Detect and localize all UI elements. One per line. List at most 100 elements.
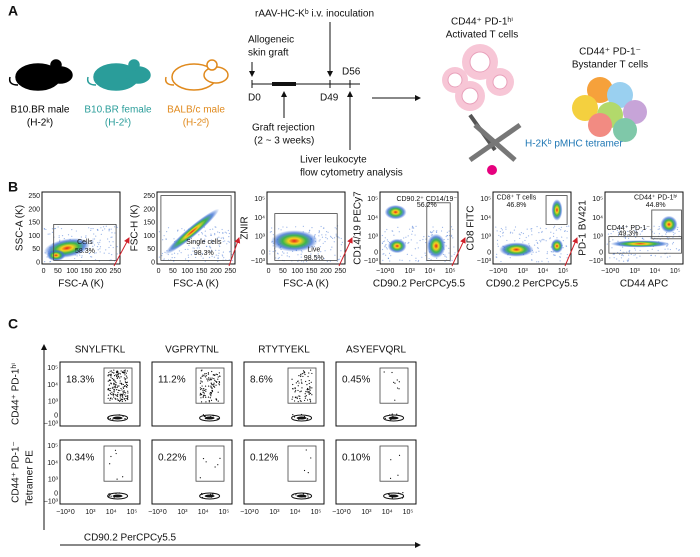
x-axis-label: CD44 APC bbox=[620, 279, 668, 290]
event-dot bbox=[272, 250, 274, 253]
event-dot bbox=[110, 373, 112, 375]
event-dot bbox=[203, 375, 205, 377]
gate-name: CD44⁺ PD-1⁻ bbox=[607, 225, 650, 232]
event-dot bbox=[124, 394, 126, 396]
event-dot bbox=[530, 228, 532, 230]
gate-percent: 0.34% bbox=[66, 453, 94, 464]
event-dot bbox=[665, 233, 667, 235]
event-dot bbox=[292, 494, 294, 496]
event-dot bbox=[111, 414, 113, 417]
event-dot bbox=[612, 239, 614, 241]
event-dot bbox=[536, 261, 538, 263]
event-dot bbox=[674, 232, 676, 234]
event-dot bbox=[90, 242, 92, 244]
x-tick-label: 150 bbox=[196, 268, 208, 275]
event-dot bbox=[91, 256, 93, 258]
event-dot bbox=[216, 237, 219, 239]
x-tick-label: 250 bbox=[109, 268, 121, 275]
timeline-label: Allogeneic bbox=[248, 35, 294, 46]
event-dot bbox=[211, 241, 213, 243]
event-dot bbox=[627, 260, 629, 263]
event-dot bbox=[194, 256, 197, 259]
event-dot bbox=[114, 394, 117, 396]
event-dot bbox=[54, 227, 57, 230]
event-dot bbox=[621, 246, 624, 248]
event-dot bbox=[450, 226, 453, 228]
event-dot bbox=[278, 257, 280, 259]
event-dot bbox=[391, 497, 393, 499]
event-dot bbox=[207, 380, 209, 382]
density bbox=[499, 242, 534, 257]
event-dot bbox=[649, 229, 652, 231]
event-dot bbox=[411, 233, 413, 235]
x-axis-label: CD90.2 PerCPCy5.5 bbox=[373, 279, 466, 290]
event-dot bbox=[303, 415, 306, 418]
event-dot bbox=[304, 397, 307, 399]
event-dot bbox=[559, 260, 561, 262]
event-dot bbox=[291, 398, 293, 400]
density bbox=[165, 208, 220, 255]
event-dot bbox=[161, 252, 164, 255]
event-dot bbox=[210, 234, 212, 237]
event-dot bbox=[522, 241, 524, 243]
event-dot bbox=[180, 252, 182, 254]
event-dot bbox=[214, 232, 216, 235]
event-dot bbox=[535, 239, 537, 242]
event-dot bbox=[217, 400, 219, 402]
event-dot bbox=[220, 237, 222, 239]
event-dot bbox=[205, 390, 207, 392]
event-dot bbox=[303, 399, 306, 402]
event-dot bbox=[338, 258, 340, 260]
event-dot bbox=[636, 257, 638, 259]
event-dot bbox=[200, 255, 202, 257]
event-dot bbox=[123, 377, 125, 379]
event-dot bbox=[122, 386, 124, 388]
x-tick-label: −10³ bbox=[240, 509, 255, 516]
event-dot bbox=[650, 254, 652, 257]
event-dot bbox=[405, 236, 407, 238]
event-dot bbox=[669, 248, 672, 251]
y-tick-label: 250 bbox=[143, 193, 155, 200]
event-dot bbox=[125, 375, 128, 377]
event-dot bbox=[384, 246, 386, 248]
event-dot bbox=[309, 386, 311, 388]
event-dot bbox=[415, 257, 417, 259]
event-dot bbox=[181, 228, 183, 230]
x-tick-label: 0 bbox=[616, 268, 620, 275]
event-dot bbox=[641, 231, 643, 233]
gate bbox=[379, 367, 409, 404]
event-dot bbox=[228, 241, 230, 243]
event-dot bbox=[553, 232, 555, 234]
event-dot bbox=[634, 254, 636, 256]
y-tick-label: 0 bbox=[151, 259, 155, 266]
event-dot bbox=[219, 375, 221, 378]
y-tick-label: 10³ bbox=[593, 233, 604, 240]
event-dot bbox=[538, 261, 540, 263]
event-dot bbox=[212, 374, 214, 376]
y-tick-label: 10³ bbox=[368, 233, 379, 240]
event-dot bbox=[109, 370, 111, 372]
event-dot bbox=[425, 238, 427, 240]
event-dot bbox=[114, 384, 116, 386]
event-dot bbox=[124, 385, 126, 388]
event-dot bbox=[201, 385, 203, 387]
plot-frame bbox=[266, 191, 346, 265]
event-dot bbox=[566, 225, 568, 228]
event-dot bbox=[630, 253, 632, 255]
x-tick-label: 100 bbox=[181, 268, 193, 275]
event-dot bbox=[107, 417, 110, 419]
contour bbox=[199, 492, 221, 500]
event-dot bbox=[322, 242, 324, 244]
event-dot bbox=[126, 377, 128, 379]
event-dot bbox=[307, 494, 309, 496]
event-dot bbox=[318, 230, 320, 232]
event-dot bbox=[88, 227, 90, 229]
event-dot bbox=[341, 241, 343, 243]
event-dot bbox=[177, 229, 179, 231]
event-dot bbox=[209, 379, 211, 381]
y-tick-label: 50 bbox=[32, 246, 40, 253]
event-dot bbox=[634, 229, 636, 232]
y-tick-label: 10⁴ bbox=[254, 215, 265, 222]
event-dot bbox=[208, 256, 211, 259]
event-dot bbox=[126, 383, 128, 386]
